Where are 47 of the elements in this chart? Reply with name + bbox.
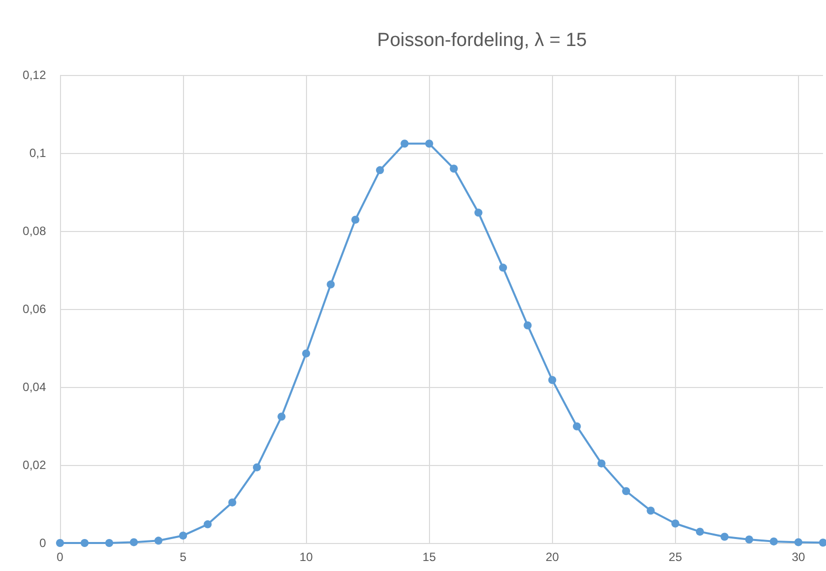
point: [105, 539, 114, 547]
chart-title: Poisson-fordeling, λ = 15: [377, 30, 587, 51]
point: [646, 506, 655, 515]
point: [351, 216, 360, 224]
y-tick-label: 0,04: [22, 380, 46, 394]
point: [745, 535, 754, 544]
x-tick-label: 10: [299, 550, 314, 564]
point: [770, 537, 778, 546]
point: [597, 459, 606, 468]
point: [474, 208, 482, 217]
point: [450, 164, 458, 173]
x-tick-label: 25: [668, 550, 682, 564]
point: [499, 264, 508, 272]
point: [252, 463, 261, 472]
x-tick-label: 15: [422, 550, 436, 564]
x-tick-label: 5: [180, 550, 187, 564]
y-tick-label: 0,06: [22, 302, 46, 316]
point: [696, 528, 704, 536]
y-tick-label: 0: [39, 536, 46, 550]
y-tick-label: 0,08: [22, 224, 46, 238]
point: [80, 539, 89, 547]
x-tick-label: 30: [792, 550, 806, 564]
point: [524, 321, 532, 330]
point: [204, 520, 212, 528]
point: [56, 539, 64, 547]
point: [130, 538, 138, 546]
point: [572, 422, 581, 430]
point: [720, 532, 729, 541]
x-tick-label: 20: [546, 550, 560, 564]
point: [278, 412, 286, 421]
point: [622, 487, 630, 496]
point: [179, 532, 188, 540]
point: [154, 536, 162, 545]
y-tick-label: 0,02: [22, 458, 46, 472]
point: [794, 538, 802, 546]
point: [548, 376, 556, 384]
point: [400, 140, 409, 148]
point: [228, 498, 236, 506]
point: [326, 280, 335, 288]
y-tick-label: 0,1: [29, 146, 46, 160]
x-tick-label: 0: [56, 550, 64, 564]
point: [425, 140, 434, 148]
point: [376, 166, 384, 174]
point: [671, 520, 680, 528]
y-tick-label: 0,12: [22, 68, 46, 82]
point: [302, 349, 310, 358]
point: [819, 538, 826, 547]
